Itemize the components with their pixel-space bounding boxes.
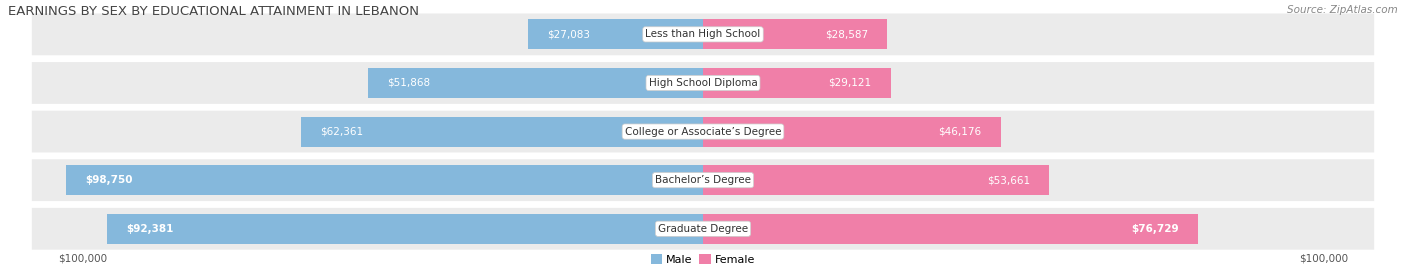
Bar xyxy=(107,214,703,244)
Text: Bachelor’s Degree: Bachelor’s Degree xyxy=(655,175,751,185)
Text: College or Associate’s Degree: College or Associate’s Degree xyxy=(624,126,782,137)
Text: $29,121: $29,121 xyxy=(828,78,872,88)
Bar xyxy=(703,165,1049,195)
Bar xyxy=(703,68,891,98)
Bar xyxy=(368,68,703,98)
Bar xyxy=(529,19,703,49)
FancyBboxPatch shape xyxy=(32,111,1374,152)
Text: Less than High School: Less than High School xyxy=(645,29,761,39)
Text: Graduate Degree: Graduate Degree xyxy=(658,224,748,234)
Text: $51,868: $51,868 xyxy=(388,78,430,88)
Text: $27,083: $27,083 xyxy=(547,29,591,39)
Text: $100,000: $100,000 xyxy=(1299,254,1348,264)
Bar xyxy=(703,19,887,49)
Bar xyxy=(66,165,703,195)
Bar xyxy=(703,117,1001,147)
FancyBboxPatch shape xyxy=(32,62,1374,104)
Text: $46,176: $46,176 xyxy=(939,126,981,137)
Text: Source: ZipAtlas.com: Source: ZipAtlas.com xyxy=(1286,5,1398,15)
Text: $100,000: $100,000 xyxy=(58,254,107,264)
FancyBboxPatch shape xyxy=(32,208,1374,250)
Text: $92,381: $92,381 xyxy=(127,224,173,234)
Text: $98,750: $98,750 xyxy=(84,175,132,185)
Legend: Male, Female: Male, Female xyxy=(651,254,755,265)
Bar xyxy=(703,214,1198,244)
FancyBboxPatch shape xyxy=(32,13,1374,55)
Text: $28,587: $28,587 xyxy=(825,29,868,39)
FancyBboxPatch shape xyxy=(32,159,1374,201)
Text: $62,361: $62,361 xyxy=(321,126,363,137)
Text: $53,661: $53,661 xyxy=(987,175,1031,185)
Text: $76,729: $76,729 xyxy=(1132,224,1178,234)
Text: High School Diploma: High School Diploma xyxy=(648,78,758,88)
Text: EARNINGS BY SEX BY EDUCATIONAL ATTAINMENT IN LEBANON: EARNINGS BY SEX BY EDUCATIONAL ATTAINMEN… xyxy=(8,5,419,18)
Bar xyxy=(301,117,703,147)
